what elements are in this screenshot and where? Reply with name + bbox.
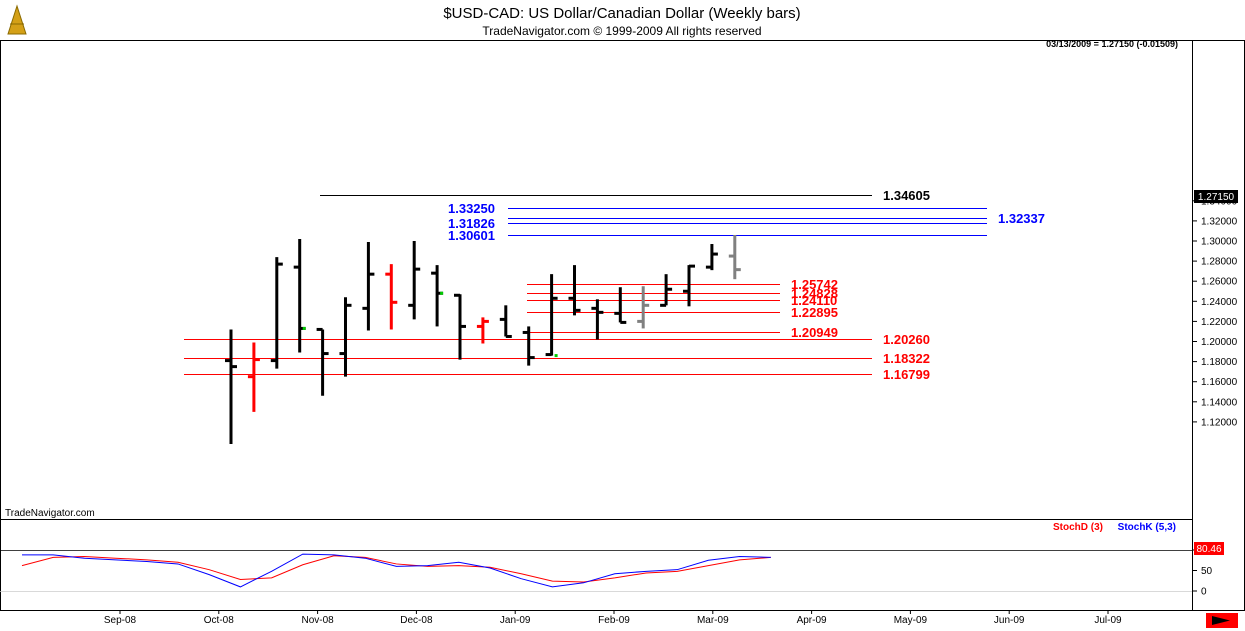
- stochk-legend: StochK (5,3): [1118, 522, 1176, 533]
- last-price-label: 1.27150: [1198, 192, 1235, 203]
- price-tick-label: 1.16000: [1201, 377, 1238, 388]
- watermark: TradeNavigator.com: [5, 508, 95, 519]
- signal-marker: [440, 291, 444, 295]
- support-label: 1.16799: [883, 367, 930, 382]
- stoch-tick-label: 50: [1201, 566, 1213, 577]
- resistance-label: 1.30601: [448, 228, 495, 243]
- time-tick-label: Mar-09: [697, 615, 729, 626]
- stochd-line: [21, 555, 771, 583]
- stoch-tick-label: 0: [1201, 587, 1207, 598]
- time-tick-label: Nov-08: [301, 615, 334, 626]
- support-label: 1.20260: [883, 332, 930, 347]
- time-tick-label: Jul-09: [1094, 615, 1122, 626]
- support-label: 1.22895: [791, 305, 838, 320]
- logo-shape: [7, 4, 27, 35]
- price-tick-label: 1.30000: [1201, 237, 1238, 248]
- price-tick-label: 1.12000: [1201, 417, 1238, 428]
- copyright-text: TradeNavigator.com © 1999-2009 All right…: [482, 24, 761, 38]
- price-bars: [225, 234, 741, 445]
- support-label: 1.20949: [791, 325, 838, 340]
- time-tick-label: Jun-09: [994, 615, 1025, 626]
- price-tick-label: 1.18000: [1201, 357, 1238, 368]
- time-tick-label: Dec-08: [400, 615, 433, 626]
- stoch-value-label: 80.46: [1196, 544, 1221, 555]
- resistance-label: 1.31826: [448, 216, 495, 231]
- price-tick-label: 1.14000: [1201, 397, 1238, 408]
- signal-marker: [554, 354, 558, 358]
- time-tick-label: Jan-09: [500, 615, 531, 626]
- price-tick-label: 1.20000: [1201, 337, 1238, 348]
- stoch-value-box: [1194, 542, 1224, 555]
- time-tick-label: Apr-09: [797, 615, 827, 626]
- last-price-box: [1194, 190, 1238, 203]
- quote-readout: 03/13/2009 = 1.27150 (-0.01509): [1046, 39, 1178, 49]
- resistance-label: 1.33250: [448, 201, 495, 216]
- chart-title: $USD-CAD: US Dollar/Canadian Dollar (Wee…: [443, 5, 800, 22]
- price-tick-label: 1.24000: [1201, 297, 1238, 308]
- time-tick-label: May-09: [894, 615, 928, 626]
- price-axis: 1.340001.320001.300001.280001.260001.240…: [1192, 196, 1238, 428]
- signal-marker: [302, 326, 306, 330]
- support-label: 1.24110: [791, 293, 837, 308]
- tradenavigator-logo: [7, 4, 27, 35]
- stochastic-lines: [21, 553, 771, 588]
- stochd-legend: StochD (3): [1053, 522, 1103, 533]
- support-label: 1.24828: [791, 286, 838, 301]
- price-tick-label: 1.26000: [1201, 277, 1238, 288]
- price-tick-label: 1.32000: [1201, 216, 1238, 227]
- time-axis: Sep-08 Oct-08 Nov-08 Dec-08 Jan-09 Feb-09 Mar-…: [104, 610, 1122, 626]
- time-tick-label: Sep-08: [104, 615, 137, 626]
- price-tick-label: 1.28000: [1201, 257, 1238, 268]
- support-label: 1.18322: [883, 351, 930, 366]
- time-tick-label: Feb-09: [598, 615, 630, 626]
- price-tick-label: 1.22000: [1201, 317, 1238, 328]
- arrow-right-icon: [1212, 616, 1230, 625]
- resistance-label: 1.32337: [998, 211, 1045, 226]
- support-label: 1.25742: [791, 277, 838, 292]
- time-tick-label: Oct-08: [204, 615, 234, 626]
- resistance-label: 1.34605: [883, 188, 930, 203]
- stochk-line: [22, 553, 771, 588]
